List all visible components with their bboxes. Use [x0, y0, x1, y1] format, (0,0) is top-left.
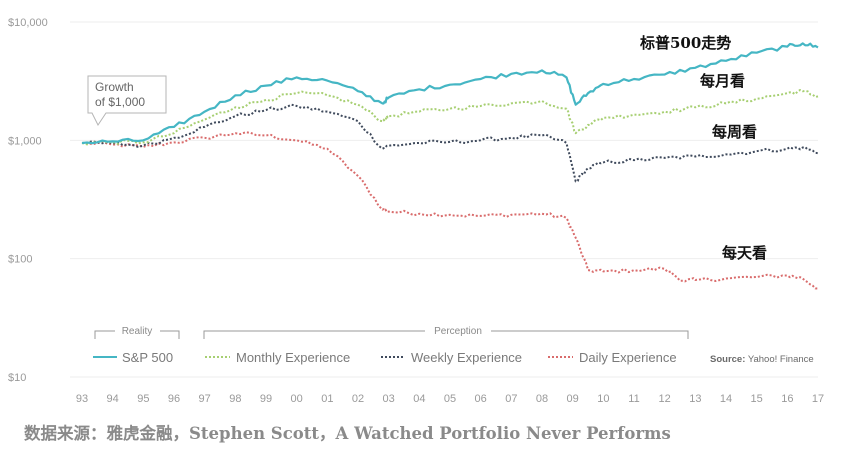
annotation-monthly: 每月看	[700, 72, 745, 90]
legend: Reality Perception S&P 500 Monthly Exper…	[93, 326, 814, 365]
x-tick-label: 96	[168, 393, 180, 405]
x-tick-label: 02	[352, 393, 364, 405]
x-tick-label: 05	[444, 393, 456, 405]
legend-label-daily: Daily Experience	[579, 350, 677, 365]
growth-callout-text: Growth of $1,000	[95, 80, 145, 109]
y-tick-label: $100	[8, 254, 32, 266]
source-note: Source: Yahoo! Finance	[710, 354, 814, 365]
growth-callout: Growth of $1,000	[87, 75, 167, 126]
series-line-monthly-experience	[81, 89, 819, 146]
x-tick-label: 10	[597, 393, 609, 405]
x-tick-label: 06	[475, 393, 487, 405]
x-tick-label: 11	[628, 393, 639, 405]
x-tick-label: 00	[291, 393, 303, 405]
portfolio-chart: $10,000 $1,000 $100 $10 93 94 95 96 97 98 99 00 01 0…	[8, 17, 824, 405]
legend-label-monthly: Monthly Experience	[236, 350, 350, 365]
x-tick-label: 03	[383, 393, 395, 405]
gridlines	[70, 21, 818, 378]
x-tick-label: 08	[536, 393, 548, 405]
x-tick-label: 99	[260, 393, 272, 405]
perception-label: Perception	[434, 326, 482, 337]
x-tick-label: 07	[505, 393, 517, 405]
x-tick-label: 98	[229, 393, 241, 405]
x-tick-label: 95	[137, 393, 149, 405]
x-tick-label: 97	[199, 393, 211, 405]
x-tick-label: 15	[751, 393, 763, 405]
x-tick-label: 01	[321, 393, 333, 405]
y-axis-ticks: $10,000 $1,000 $100 $10	[8, 17, 48, 384]
series-line-daily-experience	[81, 131, 819, 290]
x-tick-label: 12	[659, 393, 671, 405]
x-tick-label: 94	[107, 393, 119, 405]
series-line-weekly-experience	[81, 103, 819, 183]
series-line-s-p-500	[81, 42, 819, 145]
x-tick-label: 09	[567, 393, 579, 405]
x-tick-label: 16	[781, 393, 793, 405]
annotation-sp500: 标普500走势	[639, 34, 731, 52]
y-tick-label: $1,000	[8, 135, 42, 147]
source-caption: 数据来源：雅虎金融，Stephen Scott，A Watched Portfo…	[24, 424, 671, 443]
source-text: Yahoo! Finance	[748, 354, 814, 365]
y-tick-label: $10,000	[8, 17, 48, 29]
x-tick-label: 17	[812, 393, 824, 405]
y-tick-label: $10	[8, 372, 26, 384]
x-tick-label: 14	[720, 393, 732, 405]
source-prefix: Source:	[710, 354, 745, 365]
reality-label: Reality	[122, 326, 153, 337]
x-tick-label: 13	[689, 393, 701, 405]
reality-bracket	[94, 330, 180, 339]
x-tick-label: 93	[76, 393, 88, 405]
annotation-daily: 每天看	[722, 244, 767, 262]
legend-label-weekly: Weekly Experience	[411, 350, 522, 365]
x-tick-label: 04	[413, 393, 425, 405]
perception-bracket	[203, 330, 689, 339]
legend-label-sp500: S&P 500	[122, 350, 173, 365]
annotation-weekly: 每周看	[712, 123, 757, 141]
series-lines	[81, 42, 819, 290]
x-axis-ticks: 93 94 95 96 97 98 99 00 01 02 03 04 05 06 07 08 09 10 11 12…	[76, 393, 824, 405]
